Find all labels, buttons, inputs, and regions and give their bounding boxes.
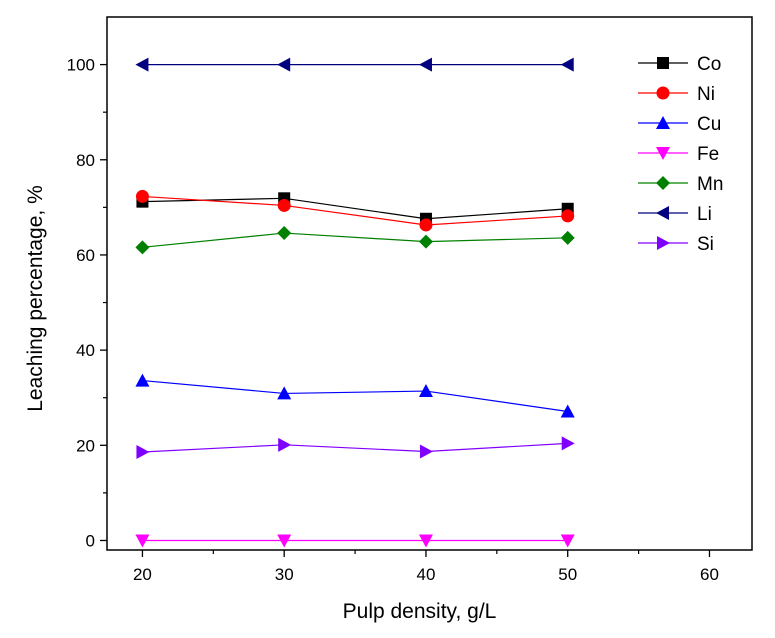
- series-si: [136, 436, 575, 459]
- x-axis-title: Pulp density, g/L: [343, 600, 497, 623]
- x-tick-label: 40: [416, 565, 435, 584]
- series-line-mn: [142, 232, 568, 248]
- y-tick-label: 80: [76, 151, 95, 170]
- x-axis-ticks: 20 30 40 50 60: [133, 550, 719, 584]
- data-point-fe: [560, 534, 575, 548]
- legend-marker: [656, 176, 670, 190]
- data-point-fe: [135, 534, 150, 548]
- legend-item-co: Co: [638, 54, 721, 75]
- legend-marker: [656, 116, 670, 129]
- legend-marker: [656, 147, 670, 160]
- series-line-co: [142, 197, 568, 220]
- data-point-ni: [561, 209, 575, 223]
- legend-label: Co: [697, 54, 721, 75]
- x-tick-label: 30: [275, 565, 294, 584]
- legend-item-ni: Ni: [638, 84, 715, 105]
- y-tick-label: 40: [76, 341, 95, 360]
- data-point-li: [135, 57, 149, 72]
- legend-label: Mn: [697, 174, 723, 195]
- series-line-cu: [142, 379, 568, 413]
- data-point-mn: [560, 230, 575, 245]
- series-line-ni: [142, 195, 568, 226]
- legend-marker: [657, 57, 669, 69]
- series-li: [135, 57, 574, 72]
- legend-item-mn: Mn: [638, 174, 723, 195]
- legend-item-fe: Fe: [638, 144, 719, 165]
- legend-marker: [656, 86, 670, 100]
- series-line-si: [142, 442, 568, 453]
- legend-marker: [656, 206, 669, 220]
- data-point-mn: [418, 234, 433, 249]
- data-point-mn: [277, 226, 292, 241]
- data-point-ni: [135, 189, 149, 203]
- legend-item-cu: Cu: [638, 114, 721, 135]
- legend-item-si: Si: [638, 234, 714, 255]
- y-tick-label: 20: [76, 436, 95, 455]
- legend: Co Ni Cu Fe Mn Li Si: [638, 54, 723, 255]
- plot-frame: [106, 16, 753, 551]
- data-point-fe: [418, 534, 433, 548]
- data-point-ni: [277, 198, 291, 212]
- data-point-li: [277, 57, 291, 72]
- legend-label: Si: [697, 234, 714, 255]
- y-axis-title: Leaching percentage, %: [24, 185, 47, 412]
- legend-label: Fe: [697, 144, 719, 165]
- data-point-si: [419, 444, 433, 459]
- plot-border: [106, 16, 753, 551]
- legend-label: Cu: [697, 114, 721, 135]
- series-mn: [135, 226, 575, 255]
- data-point-li: [560, 57, 574, 72]
- series-fe: [135, 534, 575, 548]
- y-tick-label: 60: [76, 246, 95, 265]
- data-point-cu: [418, 384, 433, 398]
- data-point-fe: [277, 534, 292, 548]
- legend-label: Li: [697, 204, 712, 225]
- y-tick-label: 0: [86, 531, 95, 550]
- y-axis-ticks: 0 20 40 60 80 100: [67, 56, 107, 550]
- series-cu: [135, 373, 575, 418]
- legend-label: Ni: [697, 84, 715, 105]
- data-point-li: [418, 57, 432, 72]
- data-point-si: [561, 436, 575, 451]
- data-point-cu: [560, 404, 575, 418]
- data-point-si: [136, 444, 150, 459]
- y-tick-label: 100: [67, 56, 95, 75]
- data-point-mn: [135, 240, 150, 255]
- data-point-si: [278, 437, 292, 452]
- data-point-cu: [135, 373, 150, 387]
- data-point-ni: [419, 218, 433, 232]
- legend-item-li: Li: [638, 204, 712, 225]
- x-tick-label: 50: [558, 565, 577, 584]
- legend-marker: [657, 236, 670, 250]
- x-tick-label: 20: [133, 565, 152, 584]
- series-layer: [135, 57, 575, 548]
- series-ni: [135, 189, 575, 232]
- data-point-cu: [277, 386, 292, 400]
- x-tick-label: 60: [700, 565, 719, 584]
